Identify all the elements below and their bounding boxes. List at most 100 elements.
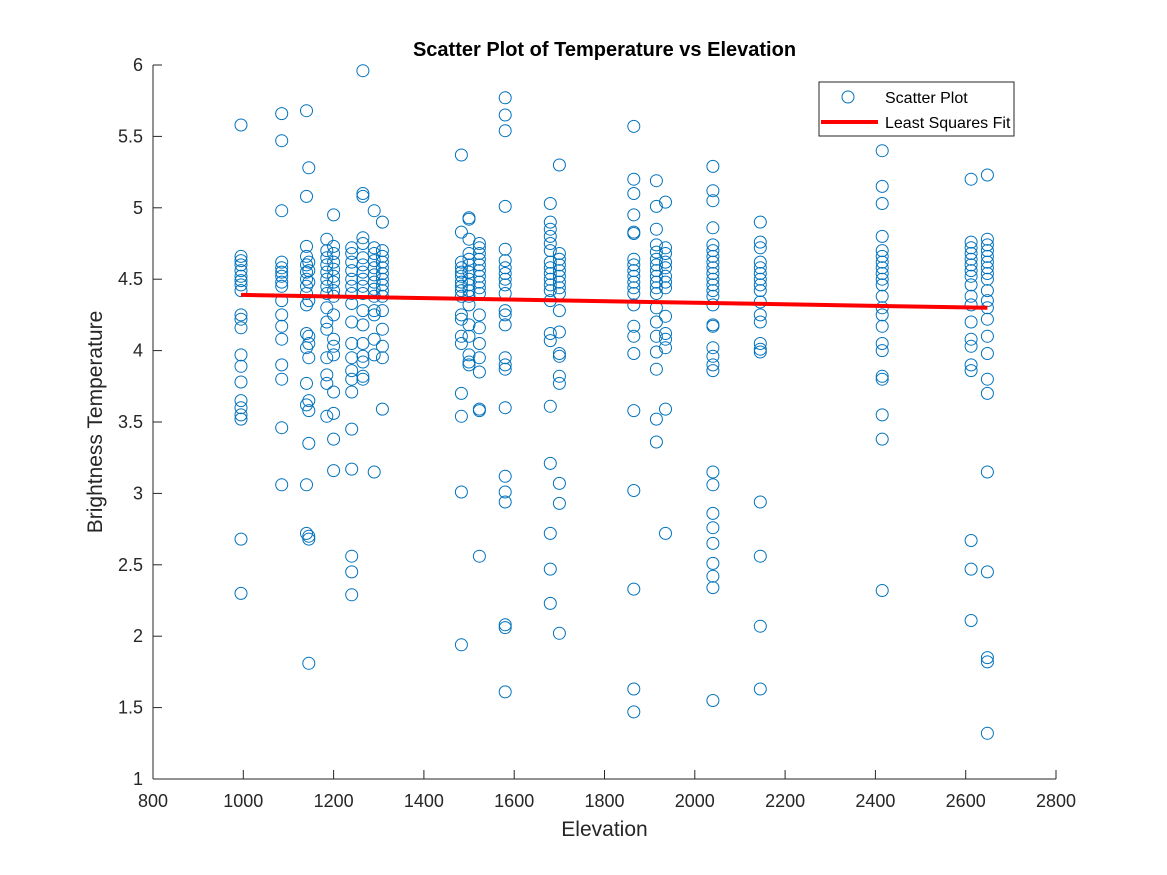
scatter-point — [659, 255, 672, 269]
scatter-point — [706, 278, 720, 292]
scatter-point — [649, 329, 663, 343]
scatter-point — [472, 275, 486, 289]
scatter-point — [552, 626, 566, 640]
x-tick-label: 800 — [138, 791, 168, 811]
scatter-point — [454, 255, 468, 269]
scatter-point — [320, 368, 334, 382]
scatter-point — [980, 312, 994, 326]
scatter-point — [964, 278, 978, 292]
scatter-point — [964, 264, 978, 278]
scatter-point — [234, 312, 248, 326]
scatter-point — [980, 651, 994, 665]
scatter-point — [659, 241, 672, 255]
scatter-point — [367, 268, 381, 282]
scatter-point — [659, 195, 672, 209]
x-axis-label: Elevation — [561, 818, 647, 841]
scatter-point — [706, 284, 720, 298]
scatter-point — [627, 119, 641, 133]
scatter-point — [659, 332, 672, 346]
scatter-point — [320, 265, 334, 279]
scatter-point — [320, 301, 334, 315]
x-tick-label: 1000 — [223, 791, 263, 811]
scatter-point — [345, 565, 359, 579]
scatter-point — [875, 432, 889, 446]
scatter-point — [659, 327, 672, 340]
y-axis-ticks: 1 1.5 2 2.5 3 3.5 4 4.5 5 5.5 6 — [118, 55, 162, 789]
scatter-point — [543, 596, 557, 610]
scatter-point — [980, 347, 994, 360]
scatter-point — [543, 327, 557, 340]
scatter-point — [275, 269, 289, 283]
scatter-point — [552, 325, 566, 339]
scatter-point — [498, 261, 512, 275]
scatter-point — [543, 284, 557, 298]
scatter-point — [375, 261, 389, 275]
scatter-point — [234, 254, 248, 268]
scatter-point — [327, 208, 341, 222]
scatter-point — [980, 284, 994, 298]
scatter-point — [498, 267, 512, 280]
scatter-point — [367, 465, 381, 479]
scatter-point — [356, 304, 370, 318]
scatter-point — [980, 372, 994, 386]
scatter-point — [472, 241, 486, 255]
scatter-point — [356, 369, 370, 383]
scatter-point — [875, 197, 889, 210]
scatter-point — [498, 308, 512, 322]
scatter-point — [327, 308, 341, 322]
x-tick-label: 2800 — [1036, 791, 1076, 811]
scatter-point — [275, 204, 289, 218]
scatter-point — [706, 358, 720, 372]
scatter-point — [875, 249, 889, 263]
y-tick-label: 6 — [133, 55, 143, 75]
scatter-point — [964, 358, 978, 372]
scatter-point — [875, 267, 889, 280]
scatter-point — [375, 267, 389, 280]
scatter-point — [300, 239, 313, 253]
scatter-point — [454, 261, 468, 275]
scatter-point — [234, 375, 248, 389]
scatter-point — [462, 284, 476, 298]
scatter-point — [275, 261, 289, 275]
scatter-point — [964, 298, 978, 312]
scatter-point — [454, 269, 468, 283]
scatter-point — [964, 269, 978, 283]
plot-area — [153, 65, 1056, 779]
scatter-point — [367, 348, 381, 362]
scatter-point — [552, 376, 566, 390]
scatter-point — [552, 158, 566, 172]
scatter-point — [345, 549, 359, 563]
y-axis-label: Brightness Temperature — [84, 311, 107, 534]
x-tick-label: 1600 — [494, 791, 534, 811]
scatter-point — [659, 341, 672, 355]
scatter-point — [327, 432, 341, 446]
scatter-point — [462, 348, 476, 362]
scatter-point — [753, 345, 767, 359]
scatter-point — [627, 484, 641, 497]
scatter-point — [627, 298, 641, 312]
scatter-point — [375, 272, 389, 286]
scatter-point — [552, 476, 566, 490]
scatter-point — [462, 247, 476, 260]
scatter-point — [627, 187, 641, 200]
scatter-point — [375, 249, 389, 263]
scatter-point — [454, 275, 468, 289]
scatter-point — [753, 278, 767, 292]
legend-box — [818, 81, 1015, 137]
scatter-point — [552, 369, 566, 383]
scatter-point — [472, 237, 486, 250]
scatter-point — [627, 275, 641, 289]
scatter-point — [552, 281, 566, 295]
scatter-point — [498, 485, 512, 499]
scatter-point — [320, 279, 334, 293]
scatter-point — [302, 394, 316, 408]
scatter-point — [302, 529, 316, 543]
scatter-point — [234, 348, 248, 362]
scatter-point — [552, 258, 566, 272]
scatter-point — [375, 402, 389, 416]
scatter-point — [234, 258, 248, 272]
scatter-point — [706, 184, 720, 198]
scatter-point — [320, 251, 334, 265]
scatter-point — [543, 222, 557, 236]
